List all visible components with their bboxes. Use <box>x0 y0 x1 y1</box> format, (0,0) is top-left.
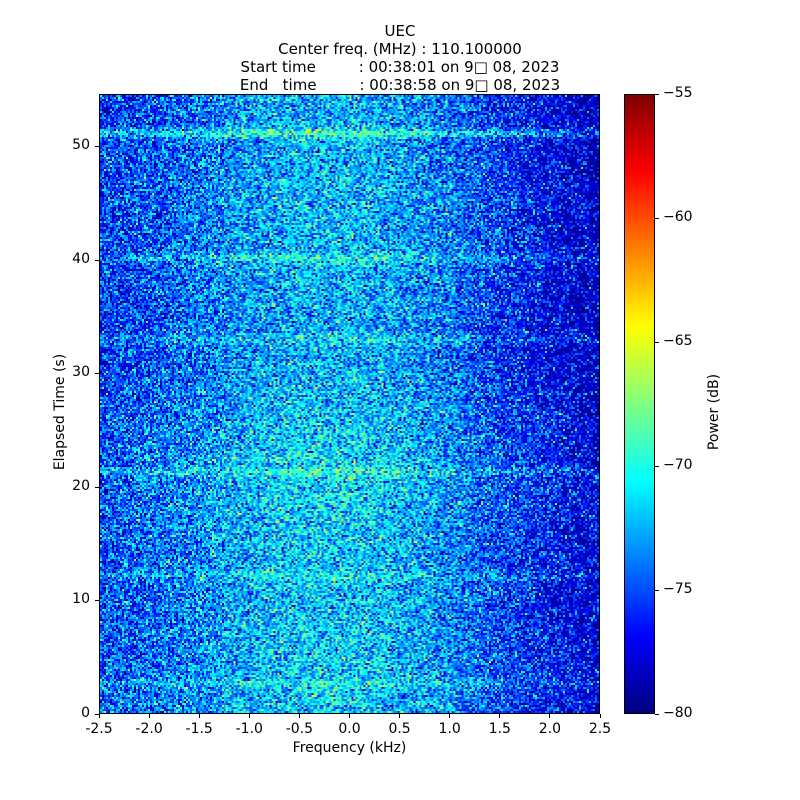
x-tick-mark <box>298 714 300 718</box>
y-tick-mark <box>95 260 99 261</box>
title-line-start-time: Start time : 00:38:01 on 9□ 08, 2023 <box>240 58 560 76</box>
y-tick-mark <box>95 714 99 715</box>
y-tick-mark <box>95 487 99 488</box>
x-tick-mark <box>248 714 250 718</box>
spectrogram-heatmap <box>100 95 599 713</box>
x-tick-mark <box>198 714 200 718</box>
x-tick-label: 0.0 <box>338 721 361 737</box>
y-tick-label: 30 <box>72 364 90 380</box>
x-tick-label: -2.0 <box>135 721 163 737</box>
x-tick-mark <box>148 714 150 718</box>
x-tick-label: -0.5 <box>285 721 314 737</box>
y-tick-label: 50 <box>72 137 90 153</box>
x-tick-label: 1.0 <box>438 721 461 737</box>
y-tick-mark <box>95 600 99 601</box>
x-tick-label: 2.5 <box>588 721 612 737</box>
x-tick-label: 1.5 <box>488 721 511 737</box>
colorbar-label: Power (dB) <box>706 373 722 451</box>
colorbar-tick-mark <box>655 218 659 219</box>
x-tick-label: 2.0 <box>538 721 562 737</box>
spectrogram-axes <box>99 94 600 714</box>
x-tick-mark <box>349 714 350 718</box>
colorbar <box>624 94 655 714</box>
x-tick-mark <box>549 714 551 718</box>
figure-title: UEC Center freq. (MHz) : 110.100000 Star… <box>0 22 800 94</box>
colorbar-tick-label: −60 <box>663 209 693 225</box>
x-tick-mark <box>499 714 501 718</box>
title-line-center-freq: Center freq. (MHz) : 110.100000 <box>278 40 522 58</box>
title-line-station: UEC <box>384 22 416 40</box>
x-tick-mark <box>449 714 451 718</box>
x-axis-label: Frequency (kHz) <box>292 740 407 756</box>
x-tick-mark <box>599 714 601 718</box>
y-axis-label: Elapsed Time (s) <box>52 353 68 471</box>
y-tick-mark <box>95 146 99 147</box>
y-tick-mark <box>95 373 99 374</box>
x-tick-mark <box>399 714 401 718</box>
colorbar-tick-mark <box>655 94 659 95</box>
colorbar-tick-label: −70 <box>663 457 693 473</box>
colorbar-tick-mark <box>655 466 659 467</box>
colorbar-tick-label: −80 <box>663 705 693 721</box>
title-line-end-time: End time : 00:38:58 on 9□ 08, 2023 <box>239 76 561 94</box>
colorbar-gradient <box>625 95 654 713</box>
colorbar-tick-label: −75 <box>663 581 693 597</box>
colorbar-tick-mark <box>655 590 659 591</box>
y-tick-label: 10 <box>72 591 90 607</box>
x-tick-label: 0.5 <box>388 721 411 737</box>
y-tick-label: 0 <box>81 705 90 721</box>
colorbar-tick-mark <box>655 714 659 715</box>
y-tick-label: 20 <box>72 478 90 494</box>
colorbar-tick-label: −65 <box>663 333 693 349</box>
x-tick-mark <box>98 714 100 718</box>
y-tick-label: 40 <box>72 251 90 267</box>
colorbar-tick-mark <box>655 342 659 343</box>
x-tick-label: -1.0 <box>235 721 263 737</box>
x-tick-label: -1.5 <box>185 721 213 737</box>
colorbar-tick-label: −55 <box>663 85 693 101</box>
x-tick-label: -2.5 <box>85 721 113 737</box>
